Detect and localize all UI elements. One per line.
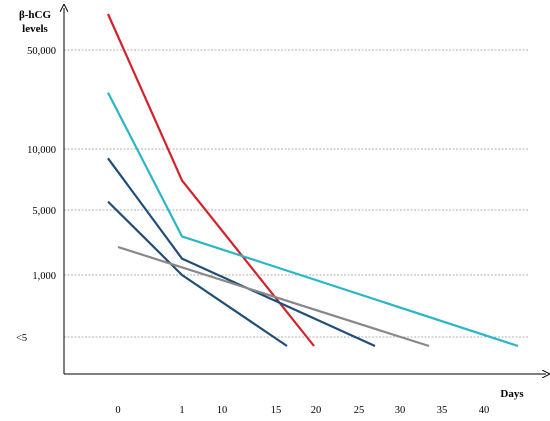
series-line [117, 245, 430, 348]
y-axis-title-line-1: β-hCG [19, 9, 52, 21]
x-tick-label: 20 [311, 405, 322, 416]
y-tick-label: <5 [16, 333, 27, 344]
x-tick-label: 1 [179, 405, 184, 416]
y-tick-label: 50,000 [27, 46, 56, 57]
x-tick-label: 30 [395, 405, 406, 416]
y-tick-label: 1,000 [32, 271, 56, 282]
y-tick-label: 10,000 [27, 145, 56, 156]
x-tick-label: 15 [271, 405, 282, 416]
series-line [107, 200, 288, 347]
x-tick-label: 35 [437, 405, 448, 416]
x-axis-title: Days [500, 388, 524, 400]
y-tick-label: 5,000 [32, 206, 56, 217]
x-tick-label: 0 [115, 405, 120, 416]
series-line [107, 92, 519, 348]
series-line [106, 13, 315, 347]
x-tick-label: 10 [217, 405, 228, 416]
x-tick-label: 40 [479, 405, 490, 416]
series-line [107, 157, 376, 348]
x-tick-label: 25 [354, 405, 365, 416]
y-axis-title-line-2: levels [22, 23, 48, 35]
